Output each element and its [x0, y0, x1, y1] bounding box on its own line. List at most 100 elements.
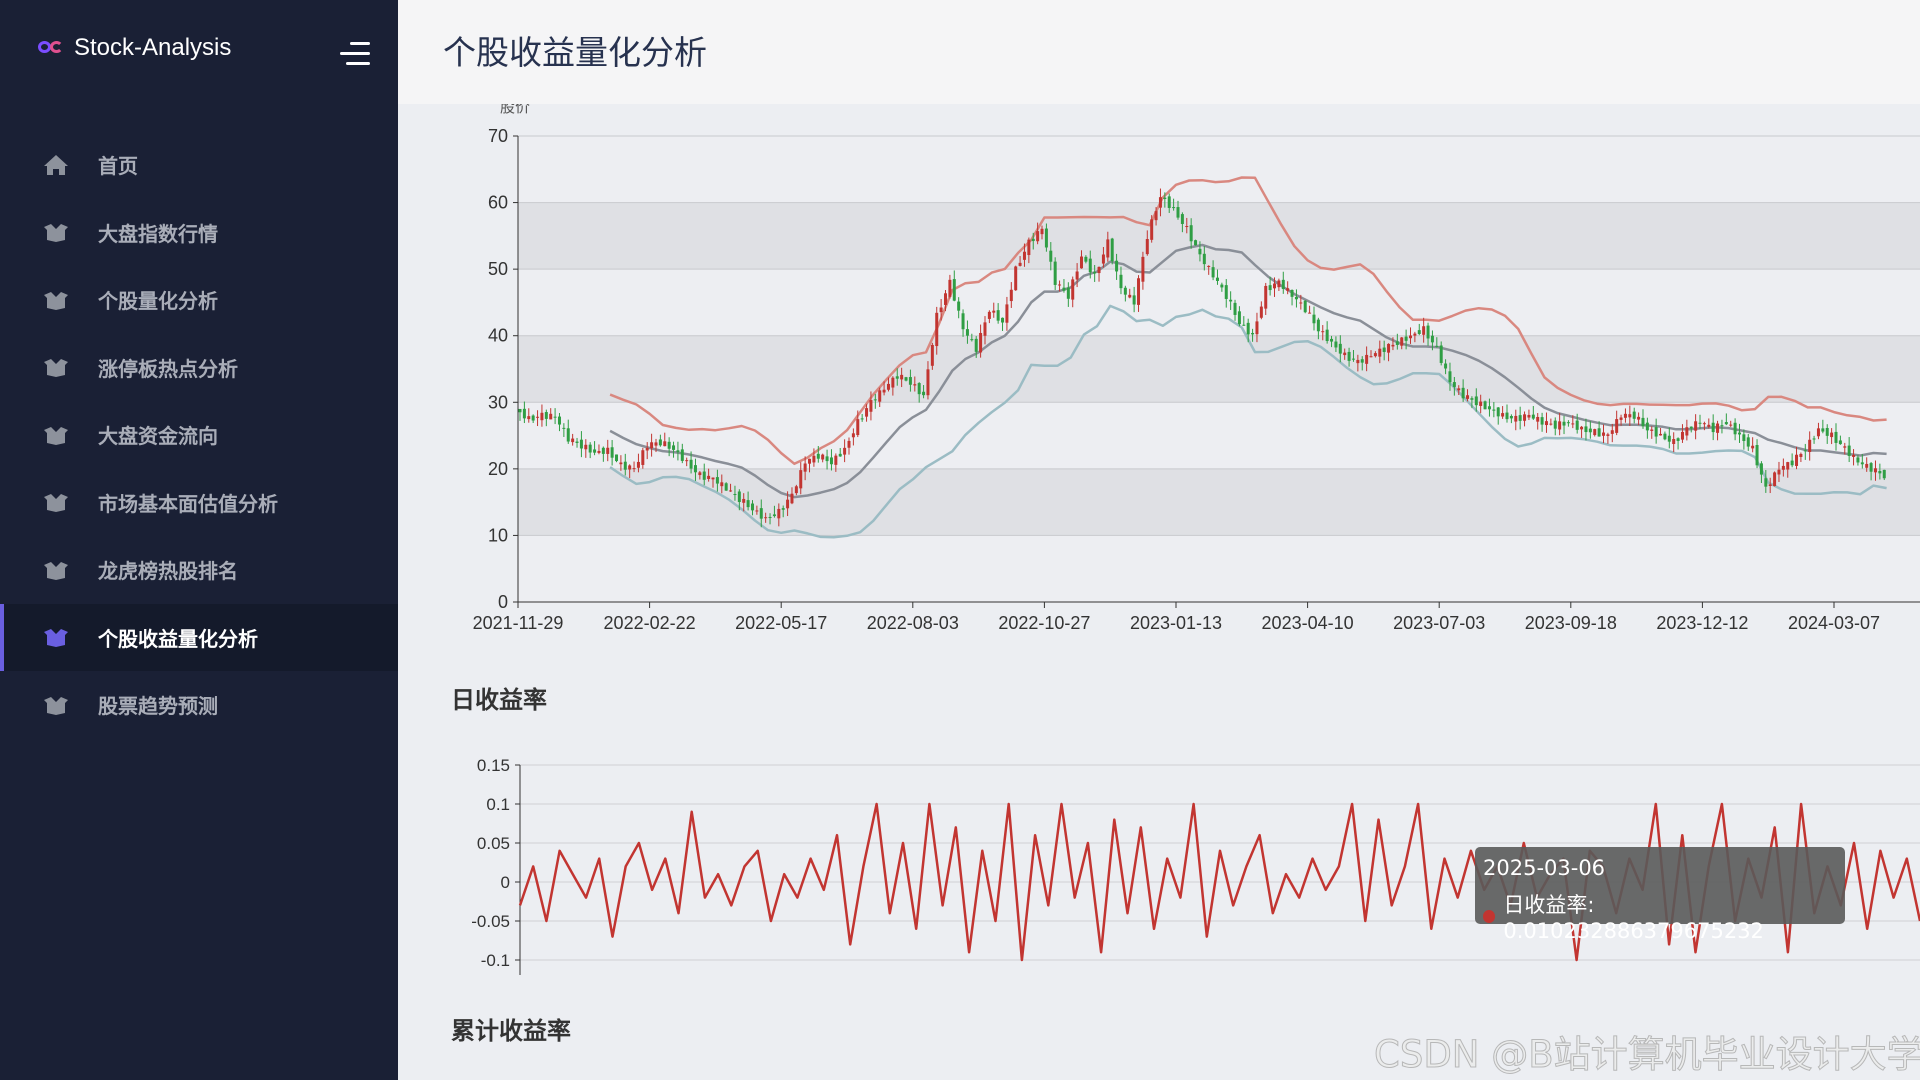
candle [1031, 238, 1035, 242]
candle [1777, 469, 1781, 475]
candle [1474, 396, 1478, 406]
candle [829, 457, 833, 465]
infinity-logo-icon [38, 40, 66, 56]
candle [1536, 416, 1540, 422]
candle [522, 408, 526, 419]
candle [1308, 312, 1312, 314]
candle [1413, 333, 1417, 336]
y-tick-label: 70 [488, 126, 508, 146]
candle [1123, 287, 1127, 295]
candle [729, 490, 733, 492]
candle [737, 491, 741, 503]
y-tick-label: 30 [488, 392, 508, 412]
sidebar-menu: 首页 大盘指数行情 个股量化分析 涨停板热点分析 大盘资金流向市场基本面估值分析龙虎榜热… [0, 131, 398, 739]
series-dot-icon [1483, 909, 1496, 923]
candle [693, 465, 697, 473]
sidebar-item-3[interactable]: 涨停板热点分析 [0, 334, 398, 402]
candle [987, 311, 991, 319]
candle [1663, 433, 1667, 440]
candle [1479, 401, 1483, 406]
candle [527, 416, 531, 420]
candle [1628, 414, 1632, 418]
candle [895, 376, 899, 379]
candle [1580, 426, 1584, 430]
candle [992, 310, 996, 313]
candle [1277, 280, 1281, 288]
candle [1786, 462, 1790, 470]
candle [1759, 463, 1763, 475]
candle [1417, 330, 1421, 334]
candle [1058, 284, 1062, 286]
candle [1347, 351, 1351, 361]
candle [1005, 304, 1009, 323]
candle [979, 332, 983, 353]
app-logo[interactable]: Stock-Analysis [38, 34, 231, 62]
sidebar-item-1[interactable]: 大盘指数行情 [0, 199, 398, 267]
candle [1610, 430, 1614, 434]
candle [944, 293, 948, 305]
candle [1540, 417, 1544, 425]
candle [878, 390, 882, 402]
candle [632, 468, 636, 470]
candle [1229, 299, 1233, 302]
y-tick-label: 0.1 [486, 795, 510, 814]
candle [571, 438, 575, 443]
candle [913, 384, 917, 386]
candle [1667, 435, 1671, 442]
candle [764, 517, 768, 519]
candle [588, 444, 592, 453]
candle [1466, 395, 1470, 399]
header: 个股收益量化分析 [398, 0, 1920, 104]
box-icon [42, 356, 70, 378]
candle [1163, 197, 1167, 199]
candle [1365, 354, 1369, 364]
candle [1079, 256, 1083, 269]
candle [1549, 423, 1553, 425]
candle [1215, 277, 1219, 281]
candle [1237, 311, 1241, 325]
candle [1514, 415, 1518, 422]
candle [1685, 427, 1689, 436]
sidebar-item-label: 市场基本面估值分析 [98, 491, 278, 516]
x-tick-label: 2021-11-29 [473, 613, 564, 633]
candle [1790, 460, 1794, 466]
y-tick-label: 0.15 [477, 756, 510, 775]
candle [1053, 261, 1057, 285]
candle [821, 454, 825, 460]
candle [1527, 414, 1531, 418]
candle [1312, 314, 1316, 324]
candle [1137, 278, 1141, 305]
candle [1259, 306, 1263, 318]
candle [900, 374, 904, 380]
candle [1338, 343, 1342, 354]
candle [680, 449, 684, 461]
candle [1737, 432, 1741, 435]
candle [1040, 228, 1044, 235]
candle [891, 377, 895, 388]
candle [1097, 266, 1101, 274]
candle [939, 307, 943, 313]
candle [865, 408, 869, 417]
sidebar-item-0[interactable]: 首页 [0, 131, 398, 199]
candle [825, 456, 829, 462]
sidebar-item-6[interactable]: 龙虎榜热股排名 [0, 536, 398, 604]
grid-band [518, 402, 1920, 469]
candle [1360, 359, 1364, 363]
sidebar-item-5[interactable]: 市场基本面估值分析 [0, 469, 398, 537]
box-icon [42, 491, 70, 513]
sidebar-item-4[interactable]: 大盘资金流向 [0, 401, 398, 469]
candle [606, 447, 610, 454]
candle [566, 428, 570, 442]
candle [772, 514, 776, 517]
candle [1369, 356, 1373, 358]
page-title: 个股收益量化分析 [443, 33, 707, 72]
upper-band-line [609, 176, 1887, 466]
candle [965, 329, 969, 336]
candle [1273, 283, 1277, 289]
candle [1751, 445, 1755, 449]
hamburger-icon[interactable] [340, 42, 370, 66]
sidebar-item-7[interactable]: 个股收益量化分析 [0, 603, 398, 671]
x-tick-label: 2023-12-12 [1656, 613, 1748, 633]
sidebar-item-8[interactable]: 股票趋势预测 [0, 671, 398, 739]
sidebar-item-2[interactable]: 个股量化分析 [0, 266, 398, 334]
